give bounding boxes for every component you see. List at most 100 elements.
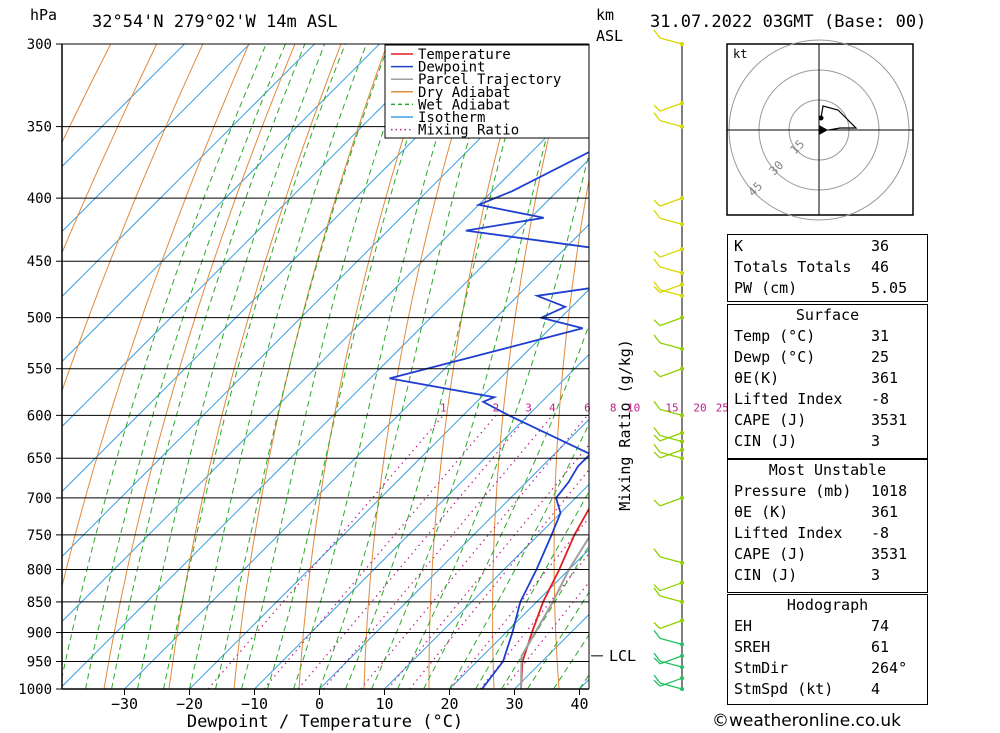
- wind-barb: [659, 248, 683, 258]
- wind-level-dot: [680, 456, 684, 461]
- isotherm-line: [62, 158, 589, 688]
- series-parcel-trajectory: [520, 535, 589, 689]
- mixing-ratio-line: [323, 414, 553, 689]
- wind-barb: [659, 595, 683, 603]
- wind-level-dot: [680, 495, 684, 500]
- wind-barb: [659, 197, 683, 207]
- index-label: θE(K): [734, 369, 780, 387]
- mixing-ratio-line: [360, 414, 588, 689]
- legend-label: Dewpoint: [418, 60, 485, 76]
- hodograph-trace: [820, 105, 858, 131]
- wet-adiabat-line: [163, 44, 346, 689]
- pressure-tick-label: 550: [27, 362, 52, 378]
- mu-row: Lifted Index -8: [730, 523, 925, 544]
- pressure-tick-label: 700: [27, 491, 52, 507]
- index-value: 5.05: [871, 279, 908, 297]
- legend-label: Dry Adiabat: [418, 85, 511, 101]
- wind-level-dot: [680, 599, 684, 604]
- isotherm-line: [124, 223, 589, 689]
- wind-barb: [659, 37, 683, 45]
- wind-level-dot: [680, 653, 684, 658]
- surface-title: Surface: [795, 306, 860, 324]
- isotherm-line: [62, 44, 380, 363]
- index-value: 36: [871, 237, 890, 255]
- wind-barb-flag: [653, 370, 661, 378]
- storm-motion-marker: [819, 125, 828, 135]
- mixing-ratio-label: 10: [627, 401, 640, 414]
- wind-level-dot: [680, 580, 684, 585]
- hodograph-title: Hodograph: [786, 596, 869, 614]
- wind-barb-flag: [653, 679, 661, 687]
- wind-barb: [659, 368, 683, 378]
- isotherm-line: [62, 44, 575, 558]
- index-value: 61: [871, 638, 890, 656]
- isotherm-line: [62, 44, 185, 168]
- wind-barb: [659, 432, 683, 442]
- temperature-tick-label: −10: [241, 695, 268, 713]
- wind-barb: [659, 497, 683, 507]
- wind-level-dot: [680, 101, 684, 106]
- copyright-link[interactable]: ©weatheronline.co.uk: [712, 711, 902, 731]
- isotherm-line: [62, 44, 510, 493]
- wind-barb-flag: [653, 652, 661, 662]
- indices-hodograph-box: Hodograph EH 74 SREH 61 StmDir 264° StmSpd …: [727, 594, 928, 705]
- index-row-k: K 36: [730, 236, 925, 257]
- wet-adiabat-line: [241, 44, 413, 689]
- index-label: PW (cm): [734, 279, 798, 297]
- index-value: 3: [871, 432, 881, 450]
- wind-barb: [659, 660, 683, 668]
- index-value: 361: [871, 369, 899, 387]
- pressure-tick-label: 400: [27, 191, 52, 207]
- isotherm-line: [384, 483, 589, 689]
- dry-adiabat-line: [62, 44, 204, 393]
- index-label: Temp (°C): [734, 327, 816, 345]
- wind-level-dot: [680, 124, 684, 129]
- wind-barb-flag: [653, 209, 661, 219]
- skewt-axes: 1 2 3 4 6 8 10 15 20 2530035040045050055060065070…: [18, 37, 729, 732]
- wind-barb-flag: [653, 622, 661, 629]
- wind-barb-flag: [653, 319, 661, 327]
- index-value: 1018: [871, 482, 908, 500]
- temperature-tick-label: 0: [315, 695, 324, 713]
- index-row-pw: PW (cm) 5.05: [730, 278, 925, 299]
- mixing-ratio-axis-label: Mixing Ratio (g/kg): [616, 339, 634, 511]
- wind-barb: [659, 449, 683, 459]
- dry-adiabat-line: [936, 44, 1000, 689]
- wind-barb: [659, 451, 683, 459]
- dry-adiabat-line: [985, 44, 1000, 689]
- wind-barb: [659, 619, 683, 630]
- pressure-tick-label: 650: [27, 451, 52, 467]
- index-row-totals: Totals Totals 46: [730, 257, 925, 278]
- mixing-ratio-label: 25: [716, 401, 729, 414]
- series-dewpoint: [389, 151, 589, 689]
- pressure-tick-label: 900: [27, 626, 52, 642]
- mu-row: θE (K) 361: [730, 502, 925, 523]
- lcl-label: LCL: [609, 647, 636, 665]
- index-label: Dewp (°C): [734, 348, 816, 366]
- isotherm-line: [62, 44, 250, 233]
- temperature-tick-label: 20: [440, 695, 458, 713]
- legend-label: Wet Adiabat: [418, 97, 511, 113]
- pressure-tick-label: 850: [27, 595, 52, 611]
- mixing-ratio-line: [449, 516, 589, 689]
- indices-top-table: K 36 Totals Totals 46 PW (cm) 5.05: [730, 236, 925, 299]
- surface-row: θE(K) 361: [730, 368, 925, 389]
- index-value: 74: [871, 617, 890, 635]
- index-value: 31: [871, 327, 890, 345]
- wind-level-dot: [680, 282, 684, 287]
- temperature-tick-label: 10: [375, 695, 393, 713]
- pressure-tick-label: 500: [27, 311, 52, 327]
- wet-adiabat-line: [371, 44, 572, 689]
- isotherm-line: [62, 44, 315, 298]
- index-label: EH: [734, 617, 753, 635]
- mixing-ratio-label: 4: [549, 401, 556, 414]
- index-label: SREH: [734, 638, 771, 656]
- pressure-tick-label: 800: [27, 562, 52, 578]
- hpa-unit-label: hPa: [30, 6, 58, 24]
- pressure-tick-label: 750: [27, 528, 52, 544]
- pressure-tick-label: 600: [27, 408, 52, 424]
- wind-barb: [659, 637, 683, 645]
- index-value: 3531: [871, 411, 908, 429]
- legend-label: Temperature: [418, 47, 511, 63]
